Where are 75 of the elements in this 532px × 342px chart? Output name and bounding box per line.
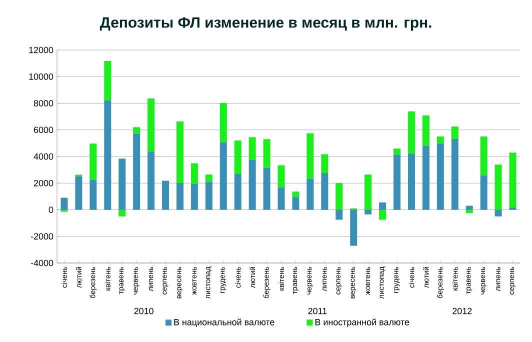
bar — [422, 146, 430, 210]
bar — [234, 140, 242, 174]
bar — [292, 197, 300, 210]
bar — [190, 163, 198, 184]
y-tick-label: 8000 — [34, 100, 54, 106]
text: 2011 — [308, 308, 327, 314]
bar — [205, 182, 212, 210]
bar — [205, 174, 212, 182]
bar — [509, 207, 516, 210]
chart-title: Депозиты ФЛ изменение в месяц в млн. грн. — [100, 17, 432, 31]
bar — [436, 136, 444, 144]
bar — [220, 102, 227, 142]
bar — [408, 154, 415, 210]
bar — [190, 184, 198, 210]
bar — [451, 126, 458, 139]
bar — [118, 158, 126, 210]
bar — [408, 112, 415, 154]
bar — [148, 151, 155, 210]
bar — [394, 148, 401, 155]
bar — [336, 182, 343, 210]
bar — [509, 152, 516, 208]
bar — [436, 143, 444, 210]
bar — [176, 182, 184, 210]
bar — [394, 154, 401, 210]
bar — [480, 175, 488, 210]
legend-label: В иностранной валюте — [315, 318, 410, 328]
bar — [494, 164, 502, 210]
bar — [494, 210, 502, 216]
bar — [278, 187, 285, 210]
bar — [466, 210, 473, 214]
bar — [278, 165, 285, 188]
bar — [292, 192, 300, 198]
bar — [133, 127, 140, 134]
y-tick-label: 4000 — [34, 153, 54, 160]
bar — [90, 144, 97, 180]
bar — [321, 173, 328, 210]
bar — [321, 154, 328, 174]
y-tick-label: 0 — [48, 206, 54, 213]
bar — [263, 168, 270, 210]
bar — [133, 134, 140, 210]
bar — [451, 138, 458, 210]
bar — [104, 61, 112, 100]
bar — [364, 210, 372, 214]
bar — [148, 98, 155, 152]
bar — [306, 133, 314, 179]
bar — [263, 139, 270, 168]
y-tick-label: 6000 — [34, 126, 54, 134]
bar — [248, 137, 256, 160]
text: 2010 — [134, 308, 154, 314]
bar — [162, 180, 170, 210]
text: 2012 — [452, 308, 472, 314]
bar — [336, 210, 343, 220]
bar — [176, 121, 184, 183]
bar — [379, 202, 386, 210]
y-tick-label: 10000 — [29, 73, 54, 80]
y-tick-label: -4000 — [30, 260, 54, 266]
bar — [422, 115, 430, 146]
bar — [379, 210, 386, 220]
bar — [350, 210, 358, 246]
bar — [234, 174, 242, 210]
bar — [220, 142, 227, 210]
bar — [75, 176, 82, 210]
bar — [480, 136, 488, 176]
bar — [104, 100, 112, 210]
bar — [466, 206, 473, 210]
bar — [248, 160, 256, 210]
y-tick-label: 12000 — [29, 46, 54, 54]
bar — [364, 174, 372, 210]
bar — [60, 198, 68, 210]
bar — [118, 210, 126, 216]
bar — [306, 178, 314, 210]
legend-label: В национальной валюте — [174, 318, 274, 327]
y-tick-label: -2000 — [30, 233, 54, 240]
y-tick-label: 2000 — [34, 180, 54, 186]
bar — [90, 180, 97, 210]
